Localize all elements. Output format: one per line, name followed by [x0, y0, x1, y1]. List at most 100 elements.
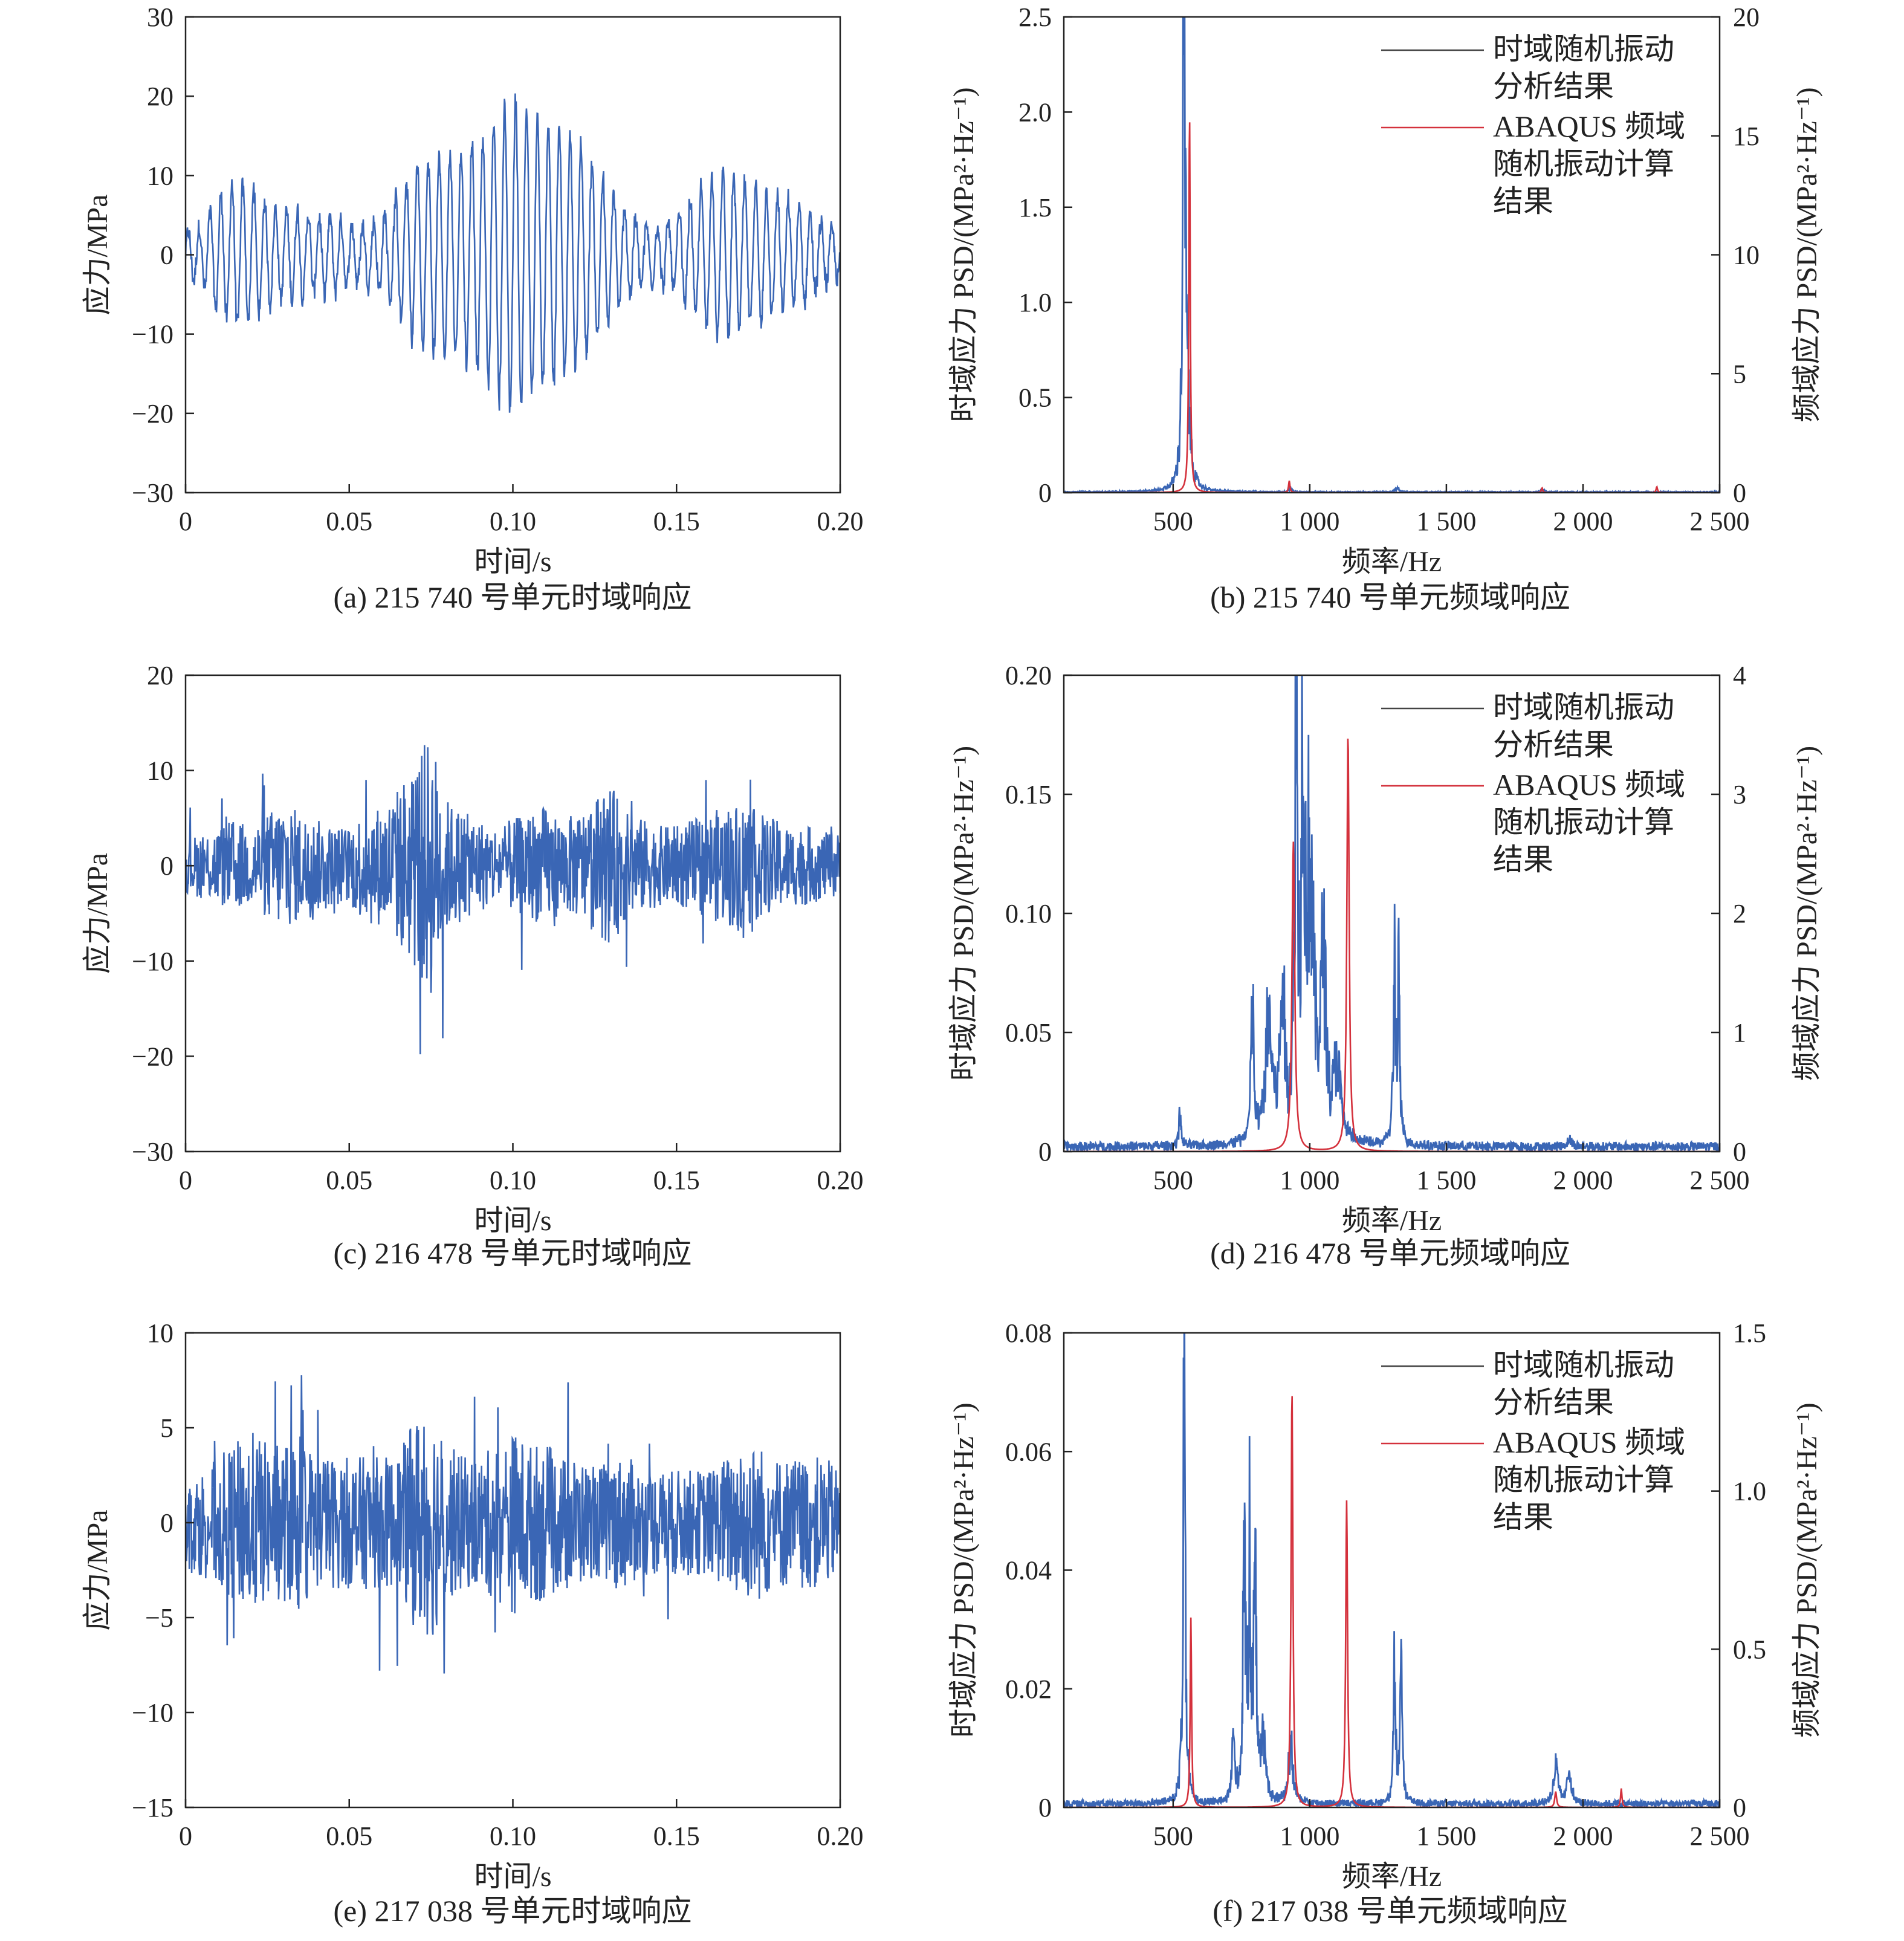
series-line-time-response: [186, 93, 840, 413]
y-tick-label: 20: [147, 661, 173, 690]
y-tick-label: −5: [145, 1603, 173, 1633]
y2-tick-label: 20: [1733, 2, 1760, 32]
panel-caption: (a) 215 740 号单元时域响应: [334, 580, 692, 614]
y2-tick-label: 3: [1733, 780, 1746, 809]
x-axis-label: 频率/Hz: [1342, 1861, 1442, 1893]
y-axis-label: 应力/MPa: [82, 1509, 114, 1630]
y2-tick-label: 1: [1733, 1018, 1746, 1048]
legend-entry-text: 随机振动计算: [1493, 805, 1674, 839]
y2-tick-label: 0: [1733, 478, 1746, 508]
x-tick-label: 1 500: [1416, 1821, 1476, 1851]
y-tick-label: 10: [147, 1318, 173, 1348]
legend-entry-text: ABAQUS 频域: [1493, 768, 1685, 802]
panel-caption: (c) 216 478 号单元时域响应: [334, 1236, 692, 1270]
x-tick-label: 1 500: [1416, 1165, 1476, 1195]
y-axis-label: 时域应力 PSD/(MPa²·Hz⁻¹): [948, 1402, 980, 1737]
y2-tick-label: 0.5: [1733, 1635, 1766, 1664]
y-tick-label: 2.5: [1018, 2, 1052, 32]
x-tick-label: 2 500: [1690, 1165, 1750, 1195]
legend-entry-text: 结果: [1493, 843, 1553, 877]
x-axis-label: 频率/Hz: [1342, 1205, 1442, 1237]
x-tick-label: 0.20: [817, 1821, 864, 1851]
y2-axis-label: 频域应力 PSD/(MPa²·Hz⁻¹): [1791, 1402, 1823, 1737]
legend-entry-text: 分析结果: [1493, 70, 1614, 103]
y-tick-label: 10: [147, 756, 173, 786]
y-axis-label: 时域应力 PSD/(MPa²·Hz⁻¹): [948, 746, 980, 1081]
y2-tick-label: 1.5: [1733, 1318, 1766, 1348]
y-tick-label: 0: [160, 241, 173, 270]
y-tick-label: 0: [160, 851, 173, 881]
x-tick-label: 2 000: [1553, 1165, 1613, 1195]
x-tick-label: 0: [179, 1821, 192, 1851]
y-tick-label: 0: [1038, 1137, 1052, 1167]
y2-tick-label: 0: [1733, 1137, 1746, 1167]
y-tick-label: 20: [147, 82, 173, 111]
y2-axis-label: 频域应力 PSD/(MPa²·Hz⁻¹): [1791, 87, 1823, 422]
y-tick-label: 0: [1038, 1793, 1052, 1823]
series-line-time-response: [186, 1375, 840, 1674]
y2-tick-label: 15: [1733, 122, 1760, 151]
chart-panel-c: 0 0.05 0.10 0.15 0.20 −30 −20 −10 0 10 20 时间/s 应力/MP…: [82, 661, 864, 1270]
panel-caption: (d) 216 478 号单元频域响应: [1210, 1236, 1570, 1270]
chart-panel-f: 500 1 000 1 500 2 000 2 50000.020.040.060.08…: [948, 1318, 1823, 1928]
x-tick-label: 0.15: [653, 507, 700, 536]
panel-caption: (b) 215 740 号单元频域响应: [1210, 580, 1570, 614]
legend-entry-text: 时域随机振动: [1493, 1348, 1674, 1382]
y-tick-label: −30: [132, 478, 173, 508]
legend-entry-text: 随机振动计算: [1493, 1463, 1674, 1497]
legend-entry-text: 分析结果: [1493, 728, 1614, 762]
chart-panel-e: 0 0.05 0.10 0.15 0.20 −15 −10 −5 0 5 10 时间/s 应力/MPa (…: [82, 1318, 864, 1928]
legend-entry-text: 时域随机振动: [1493, 690, 1674, 724]
y2-tick-label: 10: [1733, 241, 1760, 270]
x-tick-label: 2 500: [1690, 507, 1750, 536]
x-tick-label: 0.15: [653, 1165, 700, 1195]
chart-panel-a: 0 0.05 0.10 0.15 0.20 −30 −20 −10 0 10 20 30 时间/s 应力/…: [82, 2, 864, 614]
y2-tick-label: 4: [1733, 661, 1746, 690]
y-axis-label: 时域应力 PSD/(MPa²·Hz⁻¹): [948, 87, 980, 422]
y2-tick-label: 2: [1733, 899, 1746, 928]
x-axis-label: 时间/s: [474, 546, 551, 578]
y-tick-label: −10: [132, 1698, 173, 1728]
x-tick-label: 1 000: [1280, 507, 1339, 536]
y-tick-label: 0.10: [1005, 899, 1052, 928]
legend-entry-text: 随机振动计算: [1493, 147, 1674, 181]
x-axis-label: 时间/s: [474, 1861, 551, 1893]
legend-entry-text: ABAQUS 频域: [1493, 1425, 1685, 1459]
x-tick-label: 0: [179, 507, 192, 536]
y-tick-label: 1.0: [1018, 288, 1052, 317]
y-tick-label: 0: [160, 1508, 173, 1538]
y-tick-label: 0.06: [1005, 1437, 1052, 1466]
x-tick-label: 500: [1153, 1821, 1193, 1851]
chart-panel-d: 500 1 000 1 500 2 000 2 50000.050.100.150.20…: [948, 661, 1823, 1270]
y2-axis-label: 频域应力 PSD/(MPa²·Hz⁻¹): [1791, 746, 1823, 1081]
y-tick-label: 0.20: [1005, 661, 1052, 690]
y-tick-label: 30: [147, 2, 173, 32]
y-tick-label: 2.0: [1018, 97, 1052, 127]
plot-area: [186, 93, 840, 413]
y-tick-label: −20: [132, 399, 173, 429]
x-tick-label: 1 500: [1416, 507, 1476, 536]
x-tick-label: 500: [1153, 1165, 1193, 1195]
y-tick-label: 0: [1038, 478, 1052, 508]
y-tick-label: −10: [132, 947, 173, 976]
panel-caption: (f) 217 038 号单元频域响应: [1213, 1894, 1567, 1928]
legend-entry-text: 结果: [1493, 1500, 1553, 1534]
panel-caption: (e) 217 038 号单元时域响应: [334, 1894, 692, 1928]
x-tick-label: 500: [1153, 507, 1193, 536]
x-axis-label: 频率/Hz: [1342, 546, 1442, 578]
y-tick-label: 10: [147, 161, 173, 190]
x-tick-label: 2 000: [1553, 1821, 1613, 1851]
x-tick-label: 0.05: [326, 1821, 372, 1851]
y-tick-label: 0.02: [1005, 1674, 1052, 1704]
x-tick-label: 0.05: [326, 507, 372, 536]
legend-entry-text: 结果: [1493, 184, 1553, 218]
legend-entry-text: ABAQUS 频域: [1493, 109, 1685, 143]
y-tick-label: −10: [132, 320, 173, 349]
y-axis-label: 应力/MPa: [82, 194, 114, 315]
x-tick-label: 0.20: [817, 507, 864, 536]
chart-panel-b: 500 1 000 1 500 2 000 2 50000.51.01.52.02.50…: [948, 2, 1823, 614]
y-tick-label: 5: [160, 1413, 173, 1443]
series-line-time-domain-psd: [1064, 17, 1720, 493]
x-axis-label: 时间/s: [474, 1205, 551, 1237]
y-tick-label: −15: [132, 1793, 173, 1823]
